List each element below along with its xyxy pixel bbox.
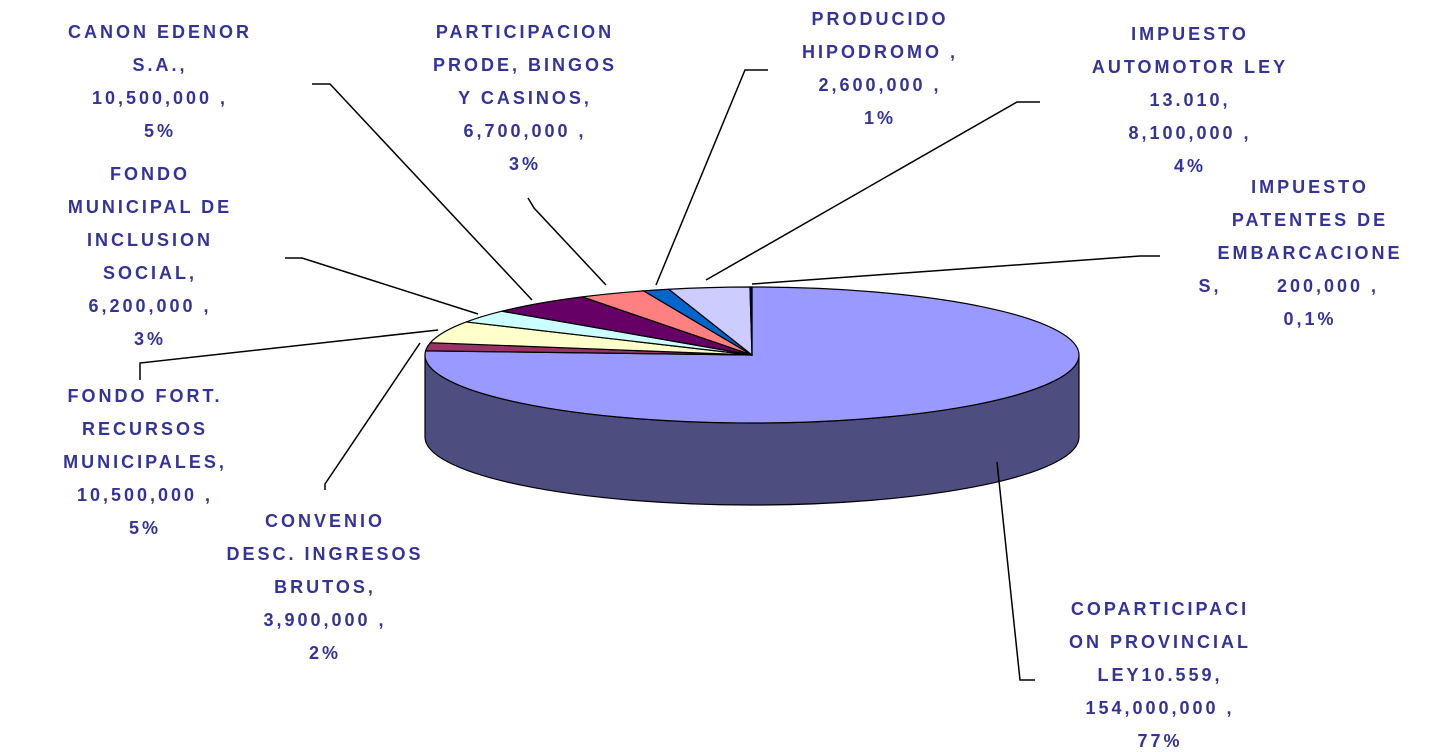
leader-line xyxy=(527,197,607,286)
slice-label: IMPUESTO AUTOMOTOR LEY 13.010, xyxy=(1092,24,1288,110)
percent-label: 77% xyxy=(1137,731,1182,751)
leader-line xyxy=(996,461,1035,681)
slice-label: COPARTICIPACI ON PROVINCIAL LEY10.559, xyxy=(1069,599,1251,685)
slice-label: FONDO FORT. RECURSOS MUNICIPALES, xyxy=(63,386,227,472)
value-label: 10,500,000 , xyxy=(92,88,228,108)
leader-line xyxy=(285,257,479,315)
percent-label: 5% xyxy=(144,121,176,141)
percent-label: 4% xyxy=(1174,156,1206,176)
value-label: 8,100,000 , xyxy=(1128,123,1251,143)
slice-label: CANON EDENOR S.A., xyxy=(68,22,252,75)
value-label: 3,900,000 , xyxy=(263,610,386,630)
slice-label: CONVENIO DESC. INGRESOS BRUTOS, xyxy=(226,511,423,597)
leader-line xyxy=(655,69,768,286)
percent-label: 2% xyxy=(309,643,341,663)
slice-label: PARTICIPACION PRODE, BINGOS Y CASINOS, xyxy=(433,22,617,108)
slice-label: PRODUCIDO HIPODROMO , xyxy=(802,9,958,62)
leader-line xyxy=(324,342,421,490)
leader-line xyxy=(139,329,439,380)
slice-label: IMPUESTO PATENTES DE EMBARCACIONE S, xyxy=(1198,177,1402,296)
leader-line xyxy=(705,101,1040,281)
percent-label: 1% xyxy=(864,108,896,128)
pie-slice xyxy=(749,286,753,356)
slice-top xyxy=(749,286,753,356)
percent-label: 5% xyxy=(129,518,161,538)
percent-label: 3% xyxy=(509,154,541,174)
leader-line xyxy=(312,83,533,301)
value-label: 2,600,000 , xyxy=(818,75,941,95)
percent-label: 3% xyxy=(134,329,166,349)
value-label: 6,700,000 , xyxy=(463,121,586,141)
percent-label: 0,1% xyxy=(1283,309,1336,329)
leader-line xyxy=(751,255,1160,285)
value-label: 6,200,000 , xyxy=(88,296,211,316)
value-label: 200,000 , xyxy=(1277,276,1379,296)
value-label: 154,000,000 , xyxy=(1085,698,1234,718)
value-label: 10,500,000 , xyxy=(77,485,213,505)
slice-label: FONDO MUNICIPAL DE INCLUSION SOCIAL, xyxy=(68,164,232,283)
